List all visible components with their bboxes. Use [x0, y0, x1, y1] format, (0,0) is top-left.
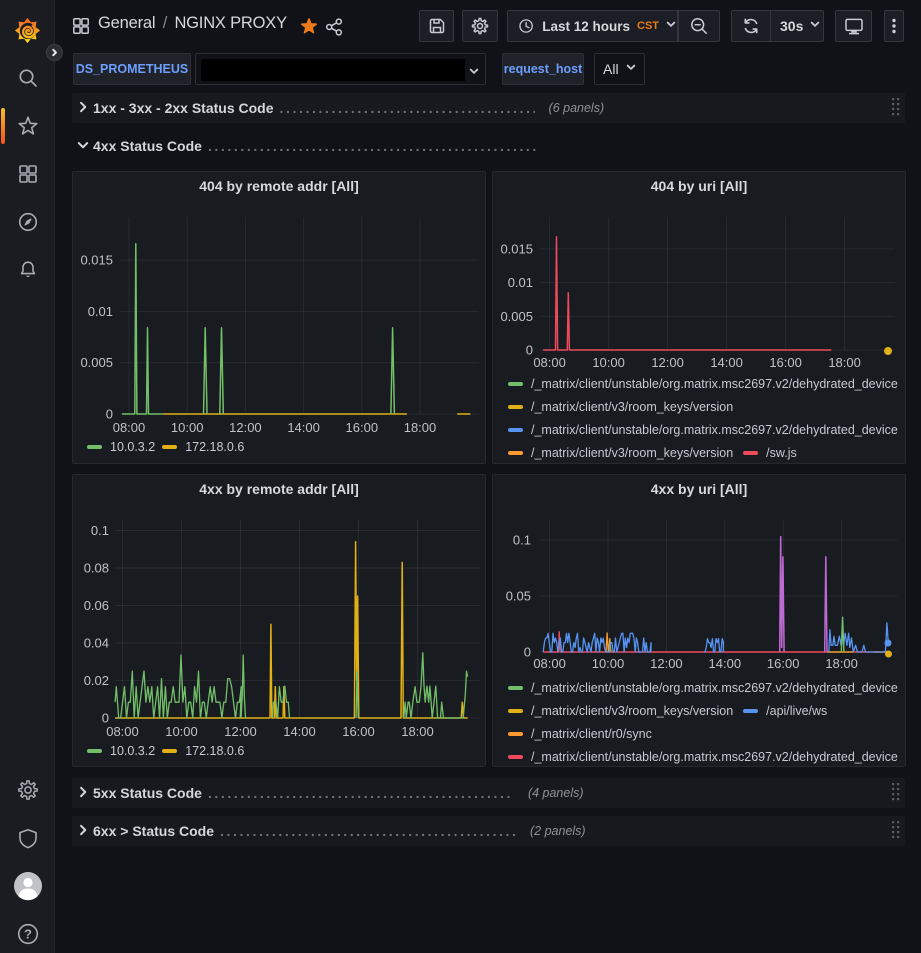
svg-text:12:00: 12:00	[650, 656, 683, 671]
svg-text:12:00: 12:00	[651, 355, 684, 370]
svg-text:10:00: 10:00	[592, 355, 625, 370]
svg-text:0.06: 0.06	[84, 598, 109, 613]
svg-text:0.015: 0.015	[500, 241, 533, 256]
svg-text:14:00: 14:00	[710, 355, 743, 370]
svg-text:10:00: 10:00	[165, 724, 198, 739]
svg-text:10:00: 10:00	[592, 656, 625, 671]
svg-text:0.04: 0.04	[84, 636, 109, 651]
svg-text:14:00: 14:00	[709, 656, 742, 671]
svg-text:0.005: 0.005	[500, 309, 533, 324]
svg-text:14:00: 14:00	[283, 724, 316, 739]
svg-text:10:00: 10:00	[171, 420, 204, 435]
svg-text:08:00: 08:00	[106, 724, 139, 739]
svg-text:18:00: 18:00	[404, 420, 437, 435]
svg-text:08:00: 08:00	[533, 355, 566, 370]
svg-text:12:00: 12:00	[229, 420, 262, 435]
svg-text:0: 0	[102, 711, 109, 726]
svg-text:16:00: 16:00	[342, 724, 375, 739]
svg-text:0.02: 0.02	[84, 673, 109, 688]
svg-text:08:00: 08:00	[533, 656, 566, 671]
svg-text:16:00: 16:00	[767, 656, 800, 671]
svg-text:0.01: 0.01	[508, 275, 533, 290]
svg-text:0: 0	[106, 407, 113, 422]
svg-text:14:00: 14:00	[287, 420, 320, 435]
svg-text:0: 0	[524, 645, 531, 660]
svg-text:18:00: 18:00	[401, 724, 434, 739]
svg-text:0.1: 0.1	[91, 523, 109, 538]
svg-text:0.08: 0.08	[84, 561, 109, 576]
svg-text:16:00: 16:00	[346, 420, 379, 435]
svg-text:16:00: 16:00	[769, 355, 802, 370]
svg-text:0.01: 0.01	[88, 304, 113, 319]
svg-text:0.05: 0.05	[506, 589, 531, 604]
svg-text:18:00: 18:00	[825, 656, 858, 671]
svg-text:08:00: 08:00	[113, 420, 146, 435]
svg-text:18:00: 18:00	[828, 355, 861, 370]
svg-text:0: 0	[526, 343, 533, 358]
svg-text:0.1: 0.1	[513, 533, 531, 548]
svg-text:12:00: 12:00	[224, 724, 257, 739]
svg-text:0.005: 0.005	[80, 355, 113, 370]
svg-text:?: ?	[24, 927, 32, 942]
svg-text:0.015: 0.015	[80, 253, 113, 268]
